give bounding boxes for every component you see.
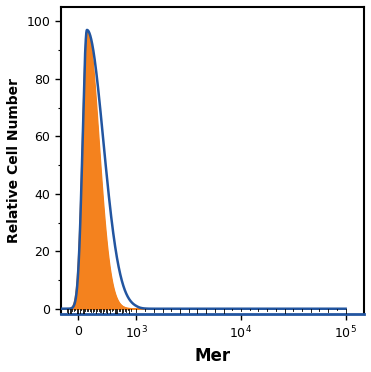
Y-axis label: Relative Cell Number: Relative Cell Number <box>7 78 21 243</box>
X-axis label: Mer: Mer <box>194 347 230 365</box>
